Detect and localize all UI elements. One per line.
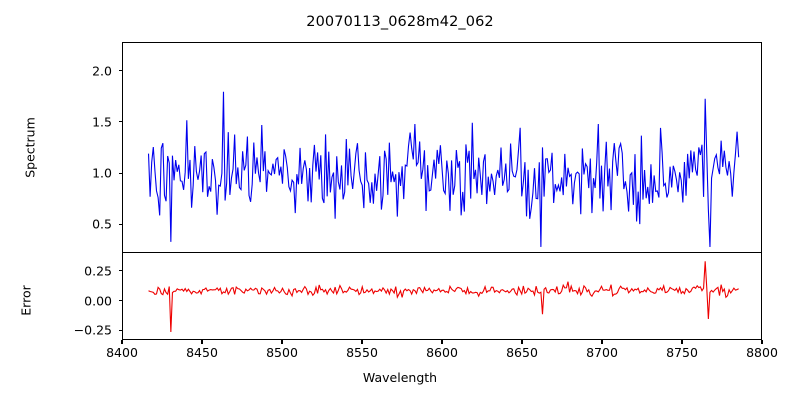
error-plot-area [122, 253, 762, 340]
error-line-series [123, 253, 761, 339]
x-tick-label: 8700 [586, 345, 618, 360]
y-spectrum-tick-label: 1.0 [92, 165, 112, 181]
x-tick-label: 8400 [106, 345, 138, 360]
y-axis-label-error: Error [18, 285, 34, 316]
x-tick-label: 8650 [506, 345, 538, 360]
x-tick-mark [761, 340, 763, 344]
y-error-tick-mark [118, 300, 122, 302]
spectrum-polyline [149, 92, 739, 247]
x-axis-label: Wavelength [362, 370, 438, 385]
y-spectrum-tick-mark [118, 172, 122, 174]
x-tick-label: 8550 [346, 345, 378, 360]
x-tick-mark [521, 340, 523, 344]
y-error-tick-mark [118, 270, 122, 272]
x-tick-mark [441, 340, 443, 344]
x-tick-mark [361, 340, 363, 344]
x-tick-label: 8750 [666, 345, 698, 360]
spectrum-plot-area [122, 42, 762, 253]
x-tick-mark [601, 340, 603, 344]
y-spectrum-tick-mark [118, 223, 122, 225]
x-tick-label: 8600 [426, 345, 458, 360]
x-tick-mark [281, 340, 283, 344]
y-spectrum-tick-mark [118, 121, 122, 123]
y-error-tick-label: 0.25 [84, 263, 112, 279]
x-tick-mark [121, 340, 123, 344]
y-error-tick-label: −0.25 [73, 322, 112, 338]
y-spectrum-tick-label: 0.5 [92, 216, 112, 232]
page-title: 20070113_0628m42_062 [306, 14, 494, 30]
y-error-tick-label: 0.00 [84, 293, 112, 309]
y-spectrum-tick-mark [118, 70, 122, 72]
y-spectrum-tick-label: 1.5 [92, 114, 112, 130]
error-polyline [149, 261, 739, 332]
spectrum-line-series [123, 43, 761, 252]
y-error-tick-mark [118, 329, 122, 331]
x-tick-label: 8800 [746, 345, 778, 360]
y-spectrum-tick-label: 2.0 [92, 63, 112, 79]
x-tick-label: 8450 [186, 345, 218, 360]
x-tick-label: 8500 [266, 345, 298, 360]
y-axis-label-spectrum: Spectrum [22, 117, 38, 178]
x-tick-mark [681, 340, 683, 344]
x-tick-mark [201, 340, 203, 344]
